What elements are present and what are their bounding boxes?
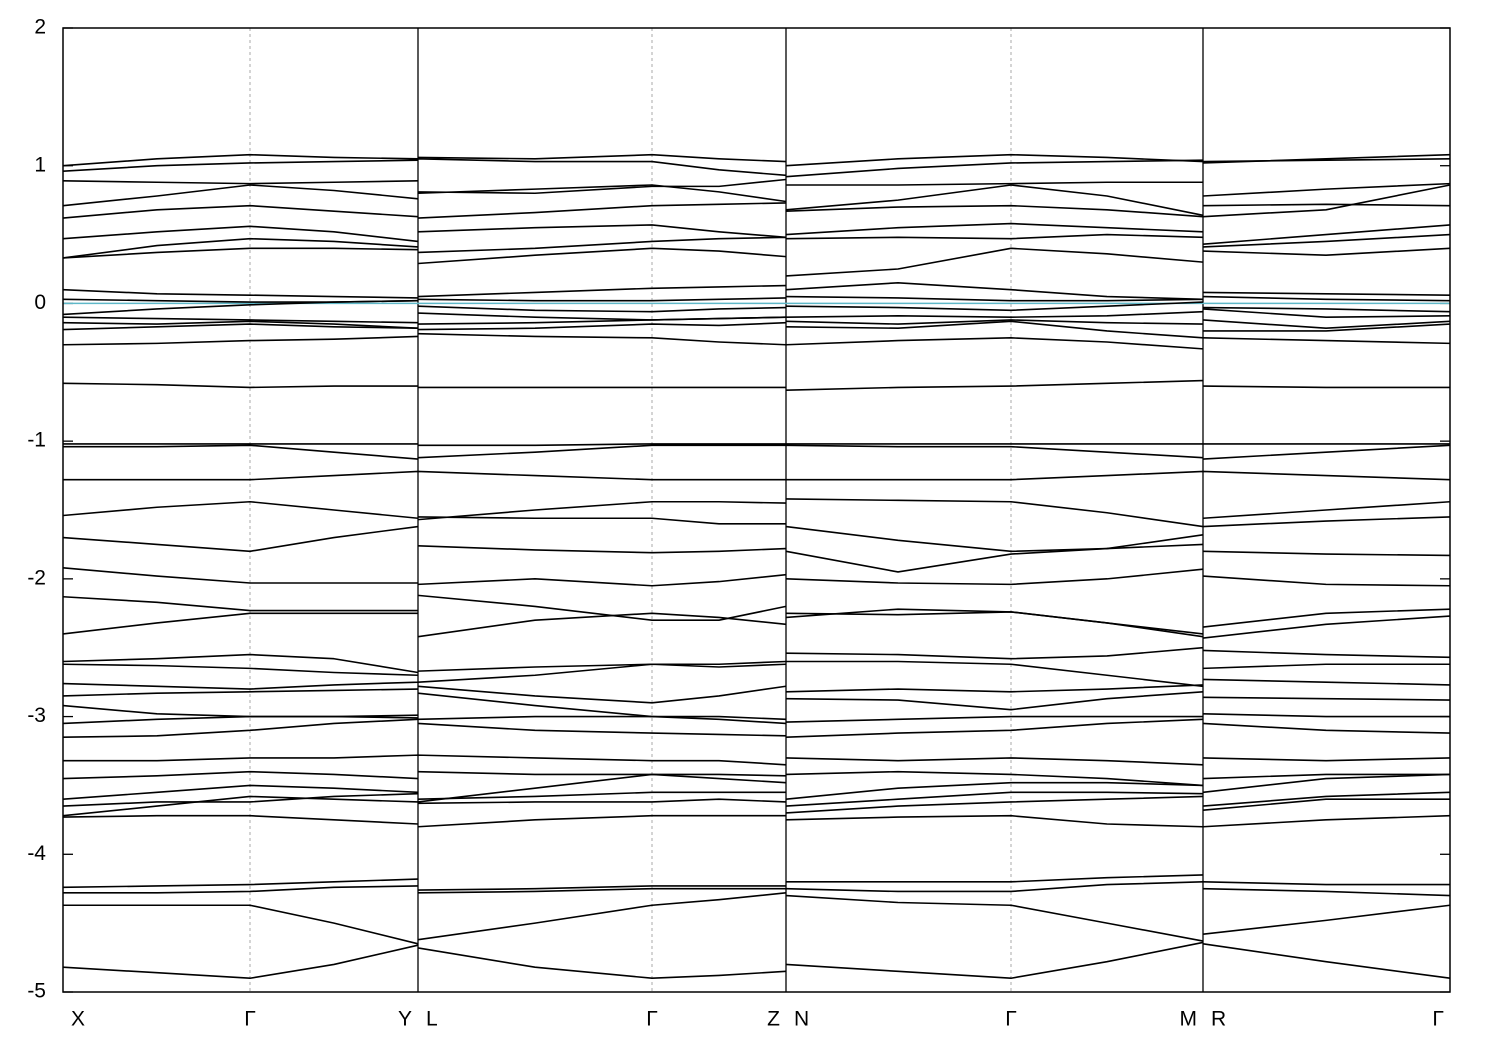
band-line bbox=[63, 443, 1450, 447]
band-line bbox=[62, 316, 1451, 330]
x-tick-label: Γ bbox=[646, 1008, 658, 1031]
band-line bbox=[62, 178, 1451, 197]
y-tick-label: 0 bbox=[34, 291, 46, 314]
band-line bbox=[62, 814, 1451, 828]
band-line bbox=[62, 795, 1450, 817]
band-line bbox=[63, 892, 1451, 945]
band-line bbox=[62, 153, 1451, 167]
band-line bbox=[62, 295, 1451, 303]
x-tick-label: R bbox=[1211, 1008, 1226, 1031]
band-line bbox=[63, 444, 1451, 460]
band-line bbox=[62, 281, 1451, 301]
band-line bbox=[62, 158, 1451, 178]
band-line bbox=[62, 941, 1451, 980]
band-line bbox=[63, 881, 1451, 897]
band-line bbox=[62, 516, 1451, 553]
x-tick-label: N bbox=[794, 1008, 809, 1031]
x-tick-label: Γ bbox=[1432, 1008, 1444, 1031]
x-tick-label: L bbox=[426, 1008, 438, 1031]
y-tick-label: -1 bbox=[27, 429, 46, 452]
band-line bbox=[62, 222, 1451, 246]
band-line bbox=[62, 320, 1451, 339]
y-tick-label: -2 bbox=[27, 566, 46, 589]
band-line bbox=[62, 332, 1451, 350]
band-line bbox=[62, 594, 1451, 635]
band-line bbox=[62, 773, 1451, 803]
x-tick-label: Z bbox=[767, 1008, 780, 1031]
band-line bbox=[62, 791, 1451, 807]
band-line bbox=[62, 568, 1451, 612]
band-line bbox=[62, 184, 1451, 217]
y-tick-label: -3 bbox=[27, 704, 46, 727]
band-line bbox=[62, 233, 1451, 259]
x-tick-label: Γ bbox=[1005, 1008, 1017, 1031]
band-line bbox=[62, 498, 1451, 528]
y-tick-label: -4 bbox=[27, 842, 46, 865]
band-line bbox=[62, 874, 1450, 891]
band-line bbox=[62, 718, 1451, 739]
band-line bbox=[62, 543, 1451, 584]
band-line bbox=[62, 678, 1451, 704]
x-tick-label: X bbox=[71, 1008, 85, 1031]
band-line bbox=[62, 608, 1451, 674]
x-tick-label: Y bbox=[398, 1008, 412, 1031]
band-line bbox=[62, 713, 1450, 725]
y-tick-label: -5 bbox=[27, 980, 46, 1003]
plot-frame bbox=[62, 27, 1451, 993]
x-tick-label: Γ bbox=[244, 1008, 256, 1031]
y-tick-label: 2 bbox=[34, 16, 46, 39]
band-line bbox=[63, 754, 1451, 766]
band-line bbox=[62, 299, 1451, 316]
band-line bbox=[62, 379, 1450, 391]
band-line bbox=[62, 184, 1451, 219]
band-line bbox=[63, 470, 1451, 481]
x-tick-label: M bbox=[1180, 1008, 1198, 1031]
band-line bbox=[62, 247, 1451, 277]
band-line bbox=[62, 660, 1450, 690]
y-tick-label: 1 bbox=[34, 153, 46, 176]
